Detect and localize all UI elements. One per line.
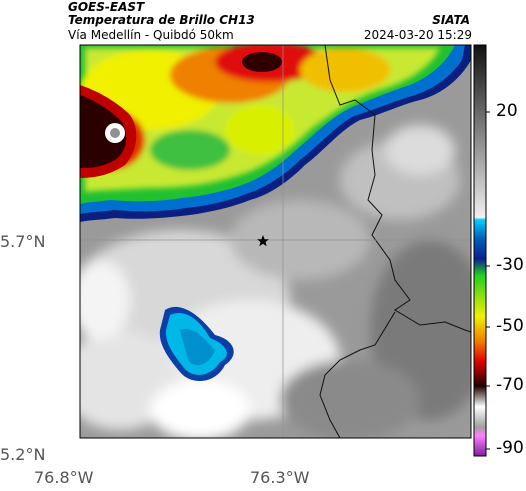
lon-tick-label: 76.3°W [250,468,310,487]
border-lines [319,45,471,438]
star-marker [257,235,269,247]
timestamp-label: 2024-03-20 15:29 [363,28,472,42]
product-title: Temperatura de Brillo CH13 [68,13,255,27]
convective-storm [80,45,471,222]
colorbar-tick-label: -30 [496,255,524,275]
cold-cloud-cyan-patch [159,306,234,382]
satellite-title: GOES-EAST [68,0,145,14]
map-gridlines [80,45,471,438]
lon-tick-label: 76.8°W [34,468,94,487]
region-subtitle: Vía Medellín - Quibdó 50km [68,28,234,42]
colorbar-tick-label: -70 [496,375,524,395]
colorbar-tick-label: -90 [496,438,524,458]
colorbar [473,44,487,457]
colorbar-tick-label: 20 [496,101,518,121]
colorbar-tick-label: -50 [496,316,524,336]
brightness-field [80,45,471,438]
organization-label: SIATA [432,13,470,27]
map-frame [79,44,472,439]
lat-tick-label: 5.7°N [0,232,46,251]
lat-tick-label: 5.2°N [0,445,46,464]
